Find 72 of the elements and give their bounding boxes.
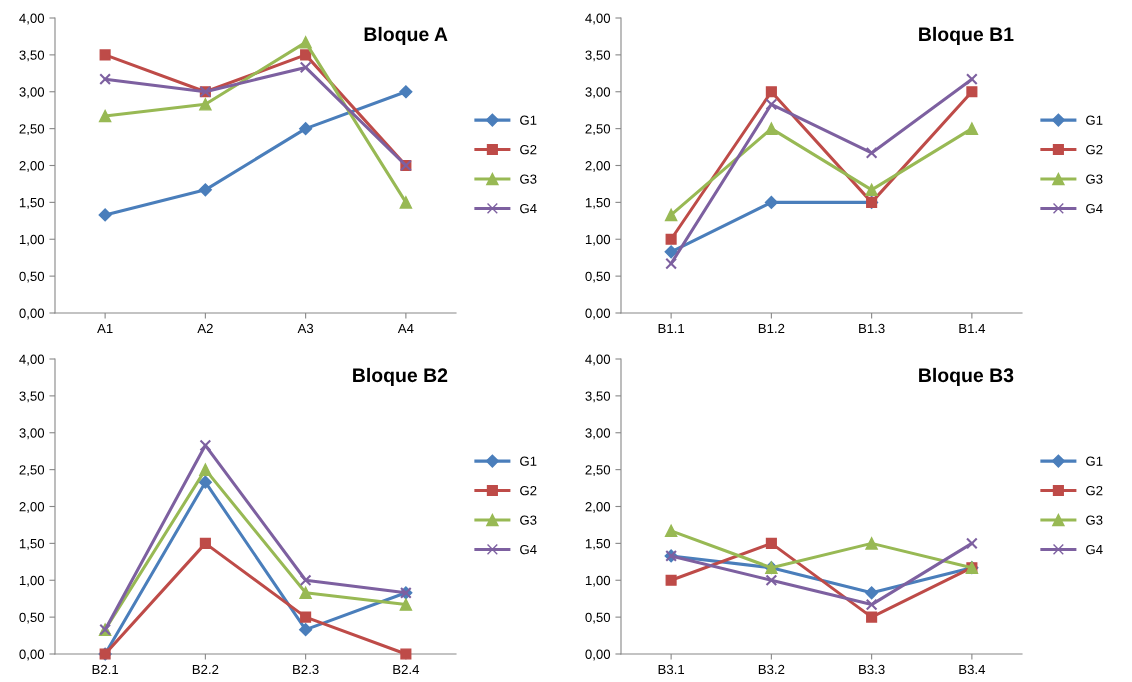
y-tick-label: 3,00 [19, 428, 45, 440]
legend-label: G2 [1086, 144, 1103, 155]
x-tick-label: A1 [97, 323, 113, 333]
y-tick-label: 2,00 [19, 161, 45, 172]
legend-label: G4 [520, 203, 537, 214]
legend-label: G4 [1086, 544, 1103, 555]
legend-label: G4 [520, 544, 537, 555]
y-tick-label: 0,00 [19, 649, 45, 661]
chart-title: Bloque B3 [919, 367, 1014, 386]
y-tick-label: 0,50 [585, 271, 611, 283]
x-tick-label: B3.1 [658, 664, 685, 675]
chart-title: Bloque A [364, 26, 448, 45]
y-tick-label: 1,00 [585, 575, 611, 587]
x-tick-label: B1.2 [758, 323, 785, 333]
y-tick-label: 4,00 [585, 13, 611, 25]
x-tick-label: A2 [197, 323, 213, 333]
legend-label: G2 [520, 144, 537, 155]
y-tick-label: 4,00 [19, 354, 45, 366]
y-tick-label: 2,50 [19, 465, 45, 477]
legend-label: G4 [1086, 203, 1103, 214]
y-tick-label: 2,00 [585, 502, 611, 513]
legend-label: G2 [1086, 485, 1103, 496]
y-tick-label: 3,50 [585, 391, 611, 403]
legend-label: G1 [520, 115, 537, 125]
y-tick-label: 3,50 [19, 391, 45, 403]
y-tick-label: 1,00 [19, 234, 45, 246]
y-tick-label: 0,00 [585, 649, 611, 661]
y-tick-label: 3,00 [585, 87, 611, 99]
x-tick-label: B1.1 [658, 323, 685, 333]
x-tick-label: B3.2 [758, 664, 785, 675]
x-tick-label: B3.4 [959, 664, 986, 675]
x-tick-label: B3.3 [859, 664, 885, 675]
x-tick-label: A3 [297, 323, 314, 334]
chart-title: Bloque B1 [919, 26, 1014, 45]
y-tick-label: 0,50 [585, 612, 611, 624]
y-tick-label: 3,00 [19, 87, 45, 99]
y-tick-label: 0,00 [585, 308, 611, 320]
y-tick-label: 2,50 [585, 465, 611, 477]
x-tick-label: B2.1 [92, 664, 119, 674]
y-tick-label: 1,00 [19, 575, 45, 587]
y-tick-label: 1,50 [19, 538, 45, 550]
legend-label: G1 [1086, 115, 1103, 125]
legend-label: G3 [520, 174, 537, 184]
y-tick-label: 0,50 [19, 271, 45, 283]
x-tick-label: B2.4 [393, 664, 420, 674]
x-tick-label: B2.2 [192, 664, 219, 674]
y-tick-label: 2,50 [19, 124, 45, 136]
x-tick-label: A4 [397, 323, 414, 333]
x-tick-label: B1.4 [959, 323, 986, 333]
chart-title: Bloque B2 [353, 367, 448, 386]
legend-label: G3 [1086, 174, 1103, 184]
y-tick-label: 0,50 [19, 612, 45, 624]
y-tick-label: 4,00 [19, 13, 45, 25]
y-tick-label: 3,00 [585, 428, 611, 440]
y-tick-label: 3,50 [585, 50, 611, 62]
y-tick-label: 2,00 [19, 502, 45, 513]
legend-label: G3 [1086, 515, 1103, 525]
y-tick-label: 2,00 [585, 161, 611, 172]
legend-label: G2 [520, 485, 537, 496]
y-tick-label: 1,50 [19, 197, 45, 209]
y-tick-label: 4,00 [585, 354, 611, 366]
y-tick-label: 1,50 [585, 538, 611, 550]
y-tick-label: 2,50 [585, 124, 611, 136]
legend-label: G3 [520, 515, 537, 525]
y-tick-label: 1,00 [585, 234, 611, 246]
y-tick-label: 3,50 [19, 50, 45, 62]
x-tick-label: B2.3 [293, 664, 319, 675]
legend-label: G1 [520, 456, 537, 466]
x-tick-label: B1.3 [859, 323, 885, 334]
y-tick-label: 1,50 [585, 197, 611, 209]
legend-label: G1 [1086, 456, 1103, 466]
y-tick-label: 0,00 [19, 308, 45, 320]
